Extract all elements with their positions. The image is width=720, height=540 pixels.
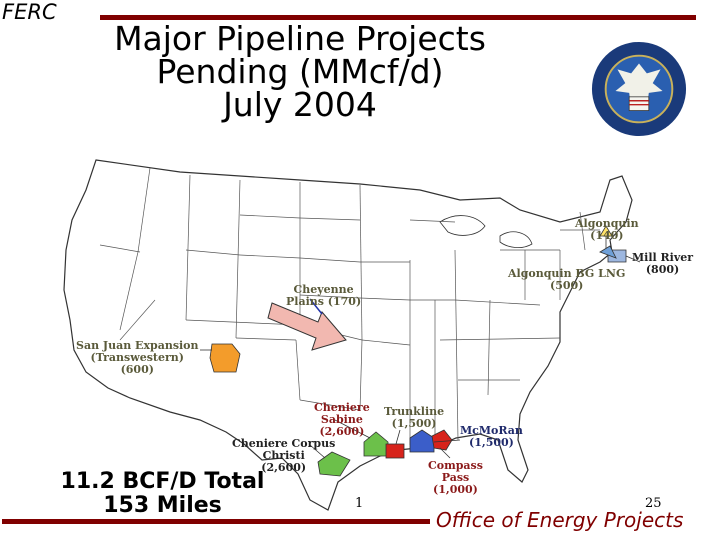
label-mcmoran: McMoRan (1,500) [460,425,523,449]
us-outline [63,159,633,511]
ferc-label: FERC [2,0,57,24]
label-mcmoran-name: McMoRan [460,424,523,437]
label-cheniere-sabine: Cheniere Sabine (2,600) [314,402,370,438]
label-algonquin: Algonquin (140) [575,218,639,242]
label-san-juan-line1: San Juan Expansion [76,339,199,352]
label-cheniere-sabine-line2: Sabine [320,413,363,426]
label-cheyenne-line2: Plains (170) [286,295,362,308]
label-algonquin-name: Algonquin [575,217,639,230]
label-mcmoran-value: (1,500) [469,436,514,449]
trunkline-marker [385,443,405,459]
capacity-summary: 11.2 BCF/D Total 153 Miles [50,470,275,518]
doe-ferc-seal-icon [591,41,687,137]
label-compass-line1: Compass [428,459,483,472]
title-line-1: Major Pipeline Projects [114,19,486,58]
label-san-juan-value: (600) [120,363,154,376]
san-juan-marker [209,343,241,373]
label-san-juan: San Juan Expansion (Transwestern) (600) [76,340,199,376]
label-cheniere-sabine-line1: Cheniere [314,401,370,414]
label-mill-river-value: (800) [645,263,680,276]
label-algonquin-bg: Algonquin BG LNG (500) [508,268,625,292]
footer-office-label: Office of Energy Projects [436,508,684,532]
cheyenne-arrow [267,302,347,351]
label-algonquin-value: (140) [590,229,624,242]
footer-rule [2,519,430,524]
title-line-3: July 2004 [223,85,377,124]
page-number-left: 1 [355,496,364,511]
cheniere-corpus-marker [317,451,351,477]
label-compass-value: (1,000) [433,483,478,496]
label-cheniere-corpus-line1: Cheniere Corpus [232,437,336,450]
title-line-2: Pending (MMcf/d) [156,52,444,91]
state-borders [99,167,600,445]
label-compass: Compass Pass (1,000) [428,460,483,496]
label-trunkline-name: Trunkline [384,405,445,418]
label-mill-river-name: Mill River [632,251,694,264]
page-number-right: 25 [645,496,662,511]
label-trunkline: Trunkline (1,500) [384,406,444,430]
header-rule [100,15,696,20]
algonquin-bg-marker [599,245,617,259]
label-cheniere-corpus-line2: Christi [262,449,305,462]
compass-marker [431,429,453,451]
label-cheniere-corpus: Cheniere Corpus Christi (2,600) [232,438,335,474]
label-mill-river: Mill River (800) [632,252,693,276]
label-cheyenne: Cheyenne Plains (170) [286,284,361,308]
summary-miles: 153 Miles [103,493,222,518]
label-algonquin-bg-value: (500) [549,279,584,292]
label-cheniere-corpus-value: (2,600) [261,461,307,474]
label-compass-line2: Pass [441,471,470,484]
label-cheyenne-line1: Cheyenne [293,283,354,296]
label-san-juan-line2: (Transwestern) [90,351,184,364]
page-title: Major Pipeline Projects Pending (MMcf/d)… [110,22,490,121]
summary-total: 11.2 BCF/D Total [60,469,265,494]
label-algonquin-bg-name: Algonquin BG LNG [508,267,626,280]
label-cheniere-sabine-value: (2,600) [319,425,365,438]
mcmoran-marker [409,429,435,453]
label-trunkline-value: (1,500) [391,417,437,430]
